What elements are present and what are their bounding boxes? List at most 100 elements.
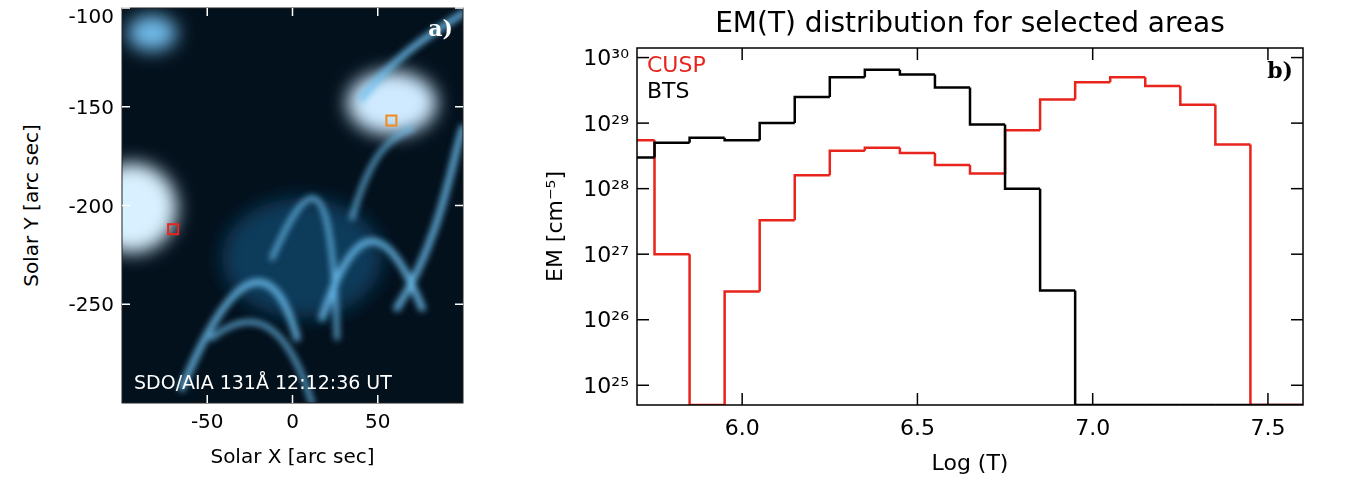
figure: -50 0 50 -250 -200 -150 -100 Solar X [arc sec] S… — [0, 0, 1364, 493]
histogram-step — [865, 148, 900, 151]
histogram-step — [935, 153, 970, 165]
bright-region — [122, 163, 177, 253]
y-axis-title: Solar Y [arc sec] — [19, 124, 43, 287]
histogram-step — [760, 220, 795, 291]
loop — [362, 13, 463, 98]
tick-label: 10³⁰ — [583, 45, 629, 70]
tick — [1291, 122, 1303, 124]
bright-region — [347, 71, 437, 135]
tick-label: 10²⁶ — [583, 307, 629, 332]
frame — [122, 8, 463, 403]
tick-label: 6.0 — [725, 415, 760, 440]
legend-entry: BTS — [647, 78, 690, 103]
ticks — [122, 8, 463, 403]
tick-label: -100 — [69, 4, 114, 28]
tick — [455, 304, 463, 306]
tick-label: -50 — [191, 409, 224, 433]
histogram-step — [795, 97, 830, 123]
histogram-step — [637, 139, 655, 142]
tick — [122, 304, 130, 306]
tick — [1291, 385, 1303, 387]
histogram-step — [637, 156, 655, 159]
tick — [455, 106, 463, 108]
tick — [637, 385, 649, 387]
histogram-step — [900, 70, 935, 75]
tick — [1092, 393, 1094, 405]
panel-label: b) — [1267, 57, 1293, 83]
histogram-step — [1180, 86, 1215, 105]
tick-label: -150 — [69, 95, 114, 119]
image-area — [122, 8, 463, 403]
tick — [1092, 48, 1094, 60]
tick-label: 7.5 — [1250, 415, 1285, 440]
tick-label: 50 — [365, 409, 390, 433]
tick — [122, 106, 130, 108]
histogram-step — [1250, 145, 1285, 405]
chart-title: EM(T) distribution for selected areas — [715, 6, 1225, 39]
tick-label: 6.5 — [900, 415, 935, 440]
legend-entry: CUSP — [647, 52, 706, 77]
ticks — [637, 48, 1303, 405]
legend: CUSPBTS — [647, 52, 706, 103]
histogram-step — [970, 165, 1005, 174]
tick — [637, 122, 649, 124]
histogram-step — [1145, 77, 1180, 86]
series — [637, 70, 1303, 405]
tick-label: -250 — [69, 292, 114, 316]
histogram-step — [1005, 125, 1040, 189]
tick — [917, 48, 919, 60]
histogram-step — [1110, 77, 1145, 82]
tick-label: -200 — [69, 194, 114, 218]
plot-area — [637, 70, 1303, 405]
diffuse-emission — [122, 15, 437, 318]
tick — [292, 395, 294, 403]
tick — [455, 205, 463, 207]
panel-label: a) — [428, 15, 453, 41]
tick-label: 10²⁵ — [583, 373, 629, 398]
histogram-step — [865, 70, 900, 77]
loop — [397, 128, 463, 308]
frame — [637, 48, 1303, 405]
tick — [292, 8, 294, 16]
tick — [455, 7, 463, 9]
tick — [1291, 188, 1303, 190]
diffuse — [222, 198, 382, 318]
tick — [122, 205, 130, 207]
histogram-step — [655, 143, 690, 158]
histogram-step — [830, 77, 865, 97]
tick — [637, 188, 649, 190]
loop — [352, 128, 412, 218]
tick-label: 10²⁸ — [583, 176, 629, 201]
loops — [182, 13, 463, 403]
histogram-step — [795, 175, 830, 220]
tick — [377, 8, 379, 16]
tick — [637, 319, 649, 321]
tick — [741, 393, 743, 405]
histogram-step — [900, 148, 935, 153]
region-box — [386, 116, 396, 126]
loop — [322, 241, 422, 318]
histogram-step — [1075, 82, 1110, 99]
histogram-step — [725, 138, 760, 140]
histogram-step — [690, 138, 725, 143]
histogram-step — [725, 291, 760, 405]
bright-region — [127, 15, 177, 51]
tick — [1267, 393, 1269, 405]
tick — [1291, 319, 1303, 321]
tick — [1291, 253, 1303, 255]
x-axis-title: Log (T) — [932, 450, 1009, 475]
histogram-step — [1040, 99, 1075, 130]
histogram-step — [760, 123, 795, 140]
histogram-step — [1005, 130, 1040, 173]
histogram-step — [1215, 105, 1250, 145]
histogram-step — [970, 87, 1005, 124]
region-box — [168, 224, 178, 234]
series — [637, 77, 1303, 405]
x-axis-title: Solar X [arc sec] — [210, 444, 374, 468]
tick-label: 0 — [286, 409, 299, 433]
loop — [272, 198, 337, 338]
tick — [917, 393, 919, 405]
tick-label: 10²⁷ — [583, 242, 629, 267]
tick-label: 10²⁹ — [583, 111, 629, 136]
y-axis-title: EM [cm⁻⁵] — [542, 171, 567, 282]
